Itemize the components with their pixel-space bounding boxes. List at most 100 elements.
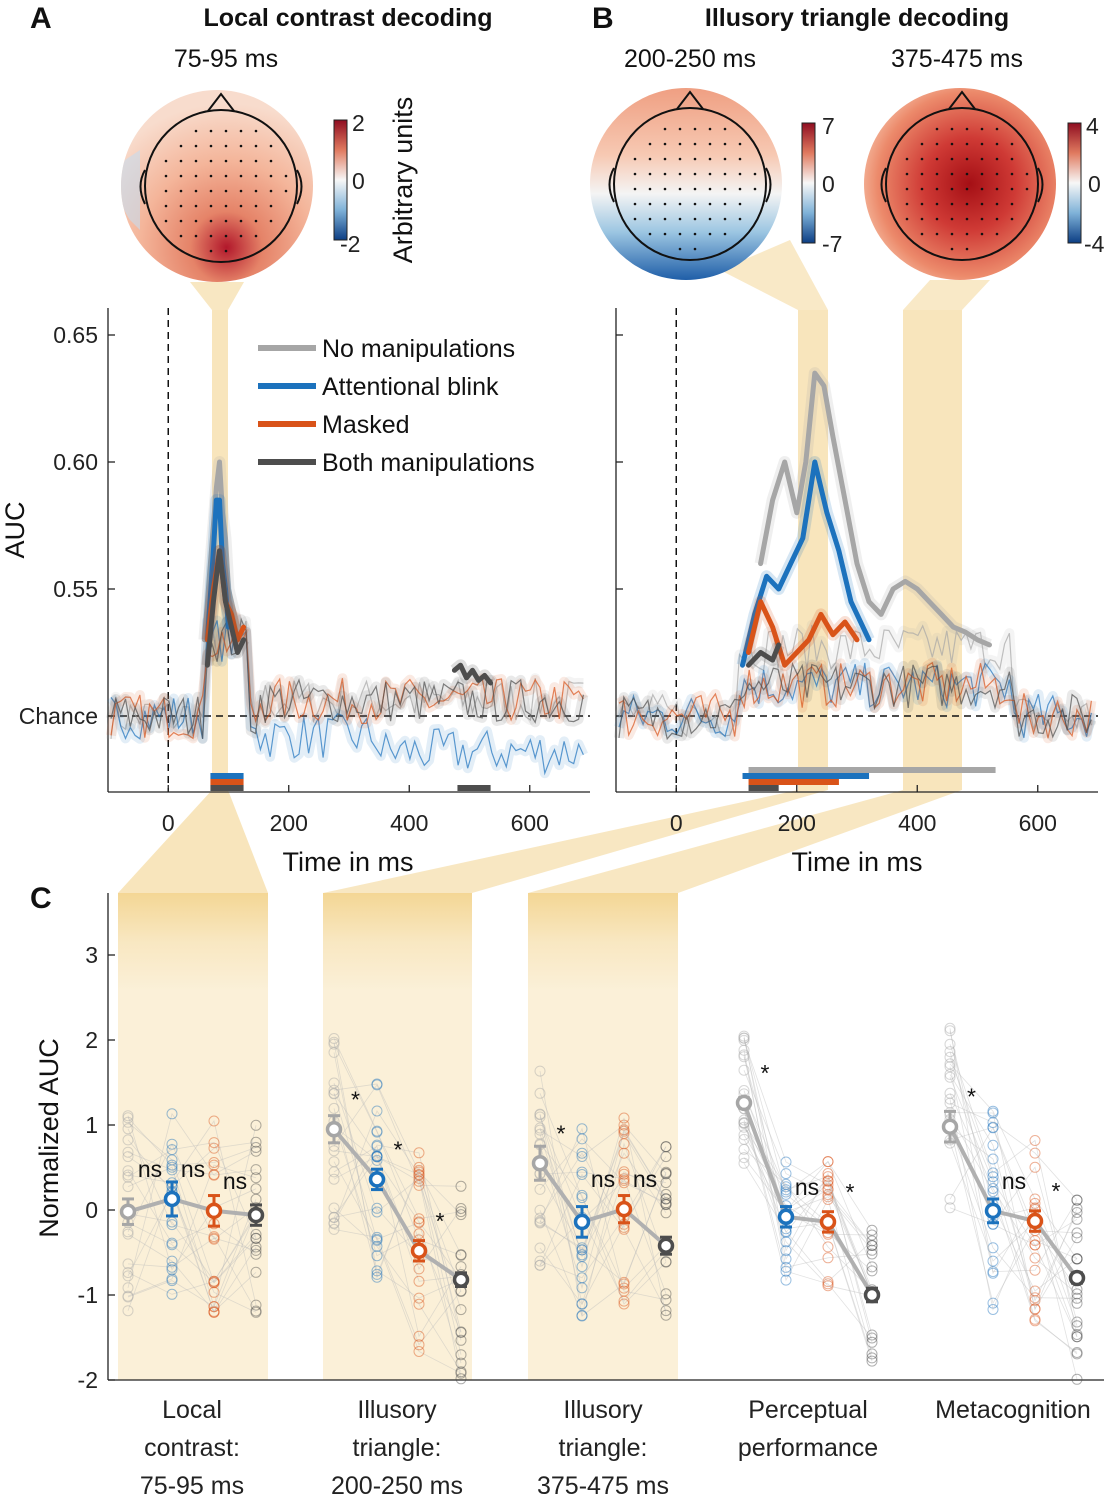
electrode-dot [1025,172,1029,176]
series-line [746,599,860,668]
y-axis-label-auc: AUC [0,501,30,558]
group-label: Local [162,1396,222,1424]
subject-point [328,1173,340,1185]
electrode-dot [723,127,727,131]
subject-point [780,1261,792,1273]
subject-point [576,1189,588,1201]
electrode-dot [995,202,999,206]
electrode-dot [209,129,213,133]
subject-point [250,1119,262,1131]
electrode-dot [648,172,652,176]
subject-point [576,1272,588,1284]
subject-point [738,1049,750,1061]
significance-label: ns [181,1156,205,1182]
subject-point [822,1241,834,1253]
subject-point [1071,1331,1083,1343]
electrode-dot [708,232,712,236]
electrode-dot [269,219,273,223]
subject-point [122,1290,134,1302]
electrode-dot [678,172,682,176]
subject-point [328,1217,340,1229]
colorbar-a-min: -2 [340,231,360,257]
faint-trace [618,661,1092,741]
series-line [758,370,992,648]
subject-point [822,1276,834,1288]
faint-trace [110,617,584,739]
subject-point [534,1216,546,1228]
subject-line [949,1063,1078,1260]
subject-point [413,1169,425,1180]
subject-point [944,1058,956,1070]
electrode-dot [995,172,999,176]
electrode-dot [935,187,939,191]
subject-point [371,1105,383,1117]
head-outline-icon [880,90,1044,261]
subject-point [822,1156,834,1168]
subject-point [1029,1235,1041,1247]
mean-point [819,1213,837,1231]
subject-line [949,1142,1078,1337]
subject-point [987,1167,999,1179]
panel-letter-a: A [30,2,52,35]
mean-point [325,1121,343,1138]
subject-point [660,1256,672,1268]
group-label: Illusory [357,1396,437,1424]
electrode-dot [164,219,168,223]
subject-point [738,1032,750,1044]
subject-point [822,1278,834,1290]
electrode-dot [209,144,213,148]
subject-point [455,1249,467,1261]
mean-point [573,1213,591,1231]
subject-point [987,1255,999,1267]
subject-point [534,1065,546,1077]
subject-point [122,1305,134,1317]
electrode-dot [950,127,954,131]
subject-line [949,1114,1078,1353]
x-tick-label: 0 [162,810,175,836]
electrode-dot [224,219,228,223]
electrode-dot [678,187,682,191]
subject-point [371,1233,383,1245]
subject-point [1071,1202,1083,1214]
subject-point [413,1339,425,1351]
subject-point [371,1079,383,1091]
panel-b-title: Illusory triangle decoding [705,4,1009,32]
subject-point [987,1139,999,1151]
mean-point [247,1206,265,1224]
subject-point [660,1207,672,1219]
subject-point [780,1245,792,1257]
electrode-dot [738,157,742,161]
electrode-dot [693,202,697,206]
subject-point [576,1249,588,1261]
subject-point [122,1181,134,1193]
electrode-dot [935,142,939,146]
head-outline-icon [139,92,303,263]
mean-point [863,1286,881,1304]
subject-point [1071,1227,1083,1239]
electrode-dot [920,217,924,221]
group-label: Perceptual [748,1396,868,1424]
subject-point [866,1355,878,1367]
subject-point [738,1044,750,1056]
subject-point [944,1071,956,1083]
subject-line [127,1115,257,1271]
subject-line [949,1099,1078,1326]
electrode-dot [920,172,924,176]
electrode-dot [194,234,198,238]
mean-line [538,1162,668,1248]
group-label: 75-95 ms [140,1472,244,1500]
subject-line [539,1216,667,1302]
significance-label: * [846,1179,855,1205]
topomap-triangle-late [864,88,1056,280]
subject-point [166,1154,178,1166]
legend-no-manipulations: No manipulations [322,335,515,363]
subject-point [660,1197,672,1209]
subject-point [413,1161,425,1173]
subject-point [371,1250,383,1262]
subject-line [333,1144,462,1341]
y-tick-label: 0 [85,1197,98,1223]
subject-point [738,1032,750,1044]
subject-point [780,1168,792,1180]
subject-point [250,1183,262,1195]
electrode-dot [693,157,697,161]
